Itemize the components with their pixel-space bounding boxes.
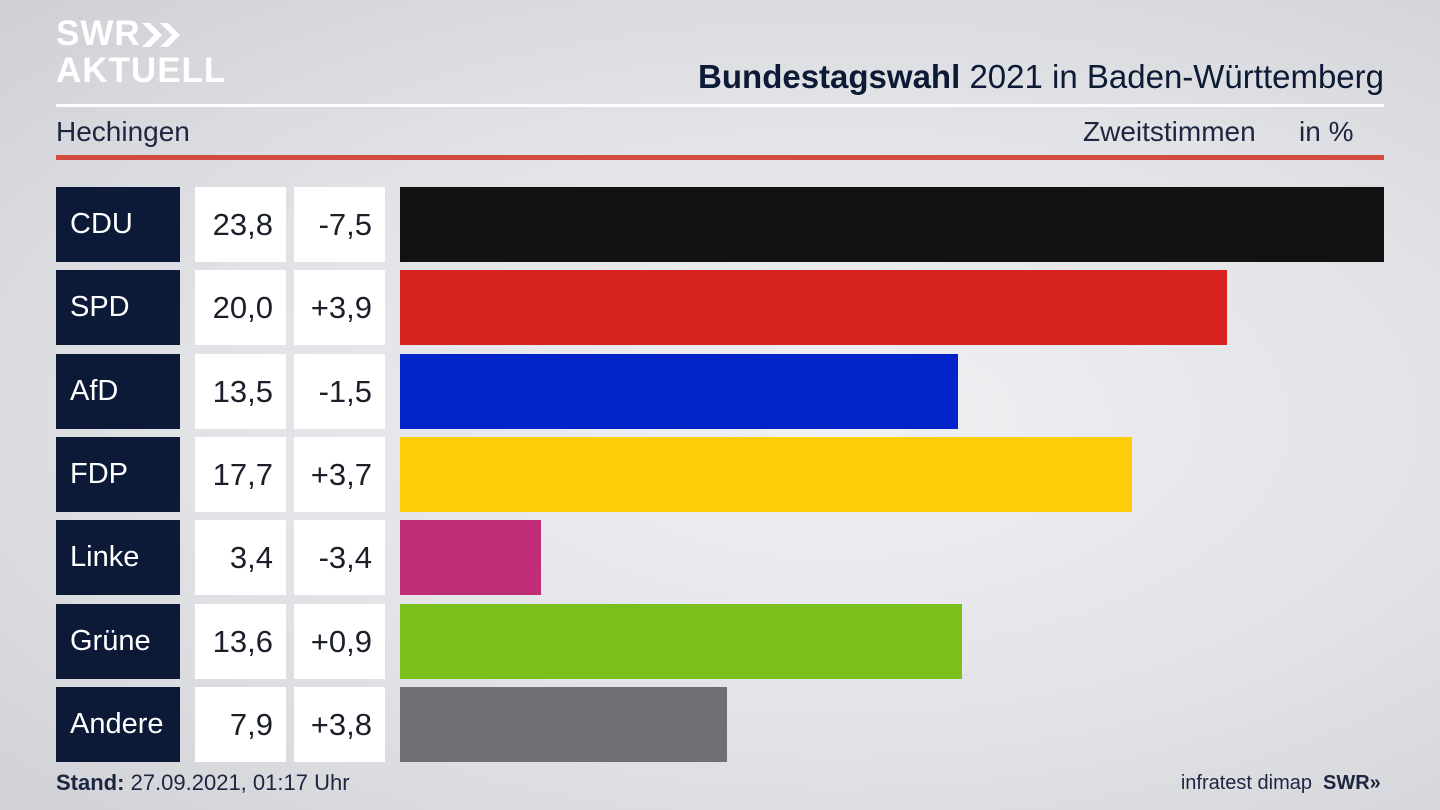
vote-share-value: 13,6 [195,604,286,679]
party-label: AfD [56,354,180,429]
vote-share-value: 23,8 [195,187,286,262]
footer-chevron-icon: » [1369,772,1381,794]
measure-label: Zweitstimmen [1083,116,1256,147]
bar-afd [400,354,958,429]
result-row: FDP 17,7 +3,7 [0,437,1440,512]
bar-fdp [400,437,1132,512]
source-label: infratest dimap [1180,772,1312,794]
region-label: Hechingen [56,116,190,147]
header-divider [56,104,1384,107]
header-accent-line [56,155,1384,160]
swr-aktuell-logo: SWR AKTUELL [56,16,226,90]
party-label: CDU [56,187,180,262]
party-label: Andere [56,687,180,762]
result-row: Linke 3,4 -3,4 [0,520,1440,595]
vote-share-value: 7,9 [195,687,286,762]
vote-change-value: -1,5 [294,354,385,429]
vote-share-value: 20,0 [195,270,286,345]
timestamp-value: 27.09.2021, 01:17 Uhr [130,770,350,795]
vote-change-value: +3,9 [294,270,385,345]
chart-title-bold: Bundestagswahl [698,58,961,95]
vote-change-value: +3,8 [294,687,385,762]
swr-footer-logo: SWR» [1323,772,1381,795]
bar-linke [400,520,541,595]
vote-share-value: 17,7 [195,437,286,512]
party-label: Grüne [56,604,180,679]
result-row: CDU 23,8 -7,5 [0,187,1440,262]
vote-share-value: 3,4 [195,520,286,595]
logo-line-1: SWR [56,14,141,53]
result-row: SPD 20,0 +3,9 [0,270,1440,345]
chart-title: Bundestagswahl 2021 in Baden-Württemberg [698,58,1384,96]
vote-change-value: -7,5 [294,187,385,262]
bar-cdu [400,187,1384,262]
timestamp: Stand: 27.09.2021, 01:17 Uhr [56,770,350,796]
bar-grüne [400,604,962,679]
vote-change-value: -3,4 [294,520,385,595]
party-label: FDP [56,437,180,512]
vote-change-value: +3,7 [294,437,385,512]
vote-change-value: +0,9 [294,604,385,679]
result-row: Grüne 13,6 +0,9 [0,604,1440,679]
swr-footer-logo-text: SWR [1323,772,1370,794]
vote-share-value: 13,5 [195,354,286,429]
bar-andere [400,687,727,762]
result-row: AfD 13,5 -1,5 [0,354,1440,429]
unit-label: in % [1299,116,1354,147]
result-row: Andere 7,9 +3,8 [0,687,1440,762]
party-label: SPD [56,270,180,345]
timestamp-label: Stand: [56,770,125,795]
party-label: Linke [56,520,180,595]
bar-spd [400,270,1227,345]
logo-line-2: AKTUELL [56,51,227,90]
double-chevron-icon [142,23,180,47]
chart-title-rest: 2021 in Baden-Württemberg [969,58,1384,95]
